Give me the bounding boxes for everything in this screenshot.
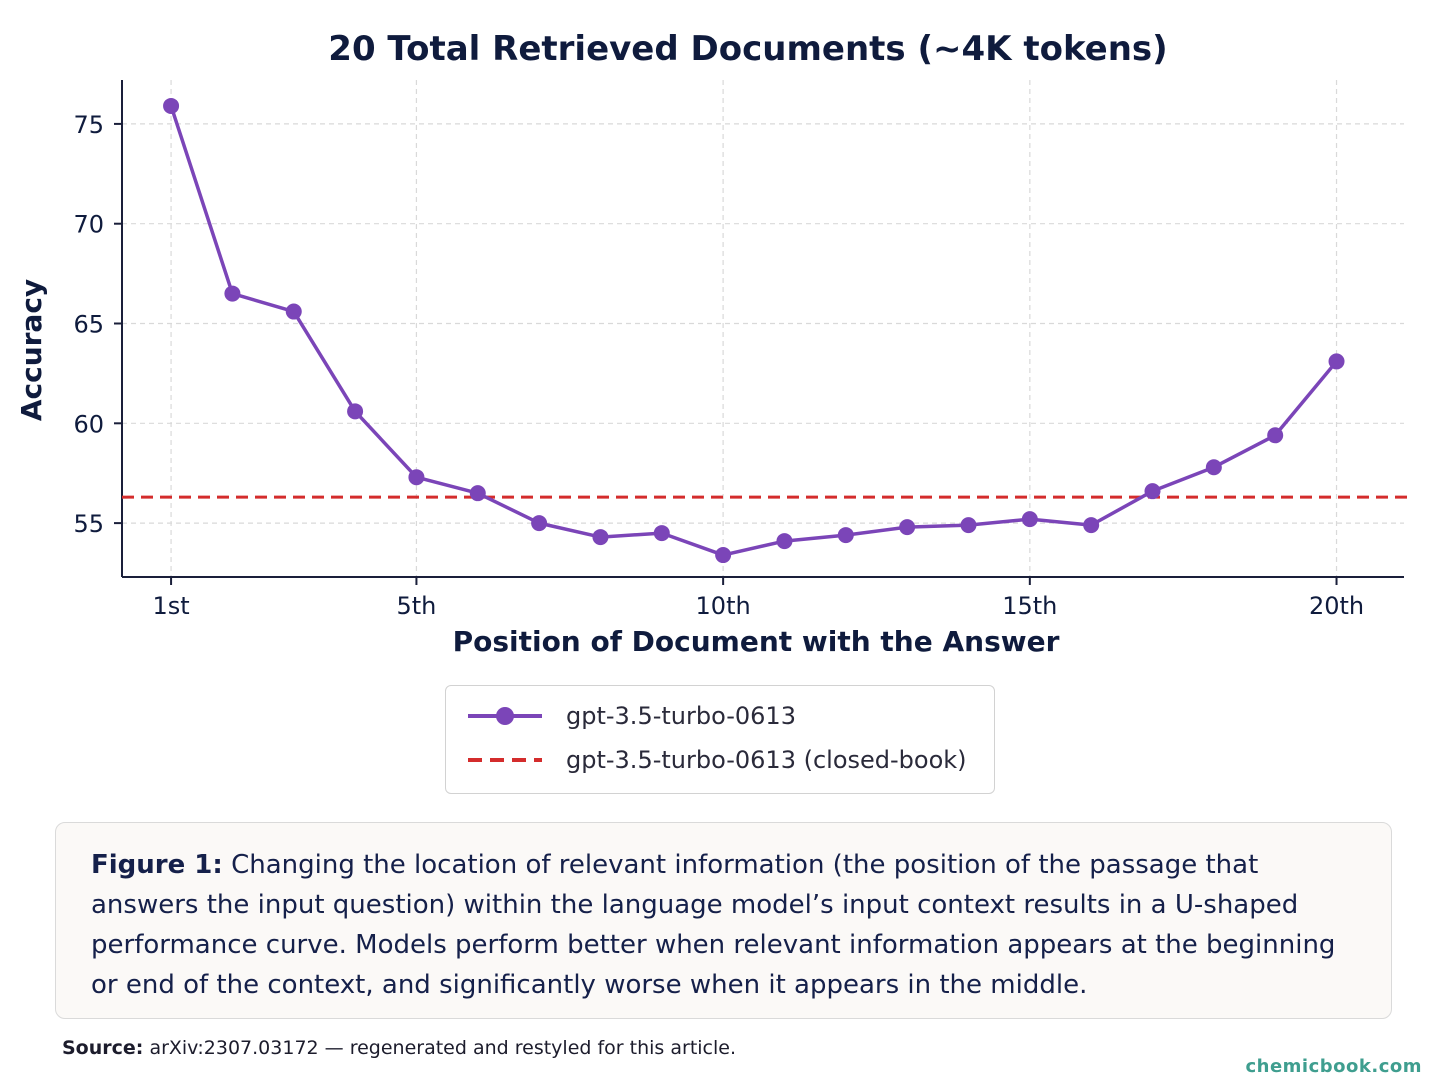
legend-item-main-series: gpt-3.5-turbo-0613 bbox=[446, 696, 796, 736]
line-marker-swatch-icon bbox=[468, 707, 542, 725]
data-point bbox=[837, 527, 854, 544]
data-point bbox=[1083, 517, 1100, 534]
source-line: Source: arXiv:2307.03172 — regenerated a… bbox=[62, 1037, 736, 1059]
legend-label-main: gpt-3.5-turbo-0613 bbox=[566, 702, 796, 730]
y-axis-label: Accuracy bbox=[15, 279, 48, 421]
y-tick-label: 60 bbox=[73, 410, 104, 438]
data-point bbox=[1205, 459, 1222, 476]
legend: gpt-3.5-turbo-0613 gpt-3.5-turbo-0613 (c… bbox=[445, 685, 995, 794]
data-point bbox=[653, 525, 670, 542]
chart-title: 20 Total Retrieved Documents (~4K tokens… bbox=[328, 29, 1167, 69]
x-tick-label: 20th bbox=[1309, 592, 1364, 620]
data-point bbox=[960, 517, 977, 534]
grid bbox=[122, 80, 1404, 577]
y-tick-label: 70 bbox=[73, 211, 104, 239]
data-point bbox=[1021, 511, 1038, 528]
data-point bbox=[899, 519, 916, 536]
data-point bbox=[776, 533, 793, 550]
data-point bbox=[408, 469, 425, 486]
series-line bbox=[169, 105, 1338, 557]
data-point bbox=[1144, 483, 1161, 500]
caption-text: Changing the location of relevant inform… bbox=[91, 850, 1336, 1000]
data-point bbox=[1328, 353, 1345, 370]
x-tick-label: 5th bbox=[396, 592, 436, 620]
x-tick-label: 1st bbox=[152, 592, 189, 620]
data-point bbox=[469, 485, 486, 502]
data-point bbox=[1267, 427, 1284, 444]
data-point bbox=[715, 547, 732, 564]
dashed-line-swatch-icon bbox=[468, 758, 542, 762]
y-tick-label: 55 bbox=[73, 510, 104, 538]
source-text: arXiv:2307.03172 — regenerated and resty… bbox=[149, 1037, 737, 1059]
y-tick-label: 65 bbox=[73, 311, 104, 339]
y-tick-label: 75 bbox=[73, 111, 104, 139]
axes: 55 60 65 70 75 1st 5th 10th 15th 20th bbox=[73, 80, 1404, 620]
site-credit: chemicbook.com bbox=[1245, 1056, 1422, 1077]
x-tick-label: 15th bbox=[1002, 592, 1057, 620]
data-point bbox=[592, 529, 609, 546]
x-tick-label: 10th bbox=[696, 592, 751, 620]
data-point bbox=[347, 403, 364, 420]
legend-label-closed-book: gpt-3.5-turbo-0613 (closed-book) bbox=[566, 746, 967, 774]
legend-item-closed-book: gpt-3.5-turbo-0613 (closed-book) bbox=[446, 740, 967, 780]
x-axis-label: Position of Document with the Answer bbox=[453, 625, 1060, 658]
data-point bbox=[163, 97, 180, 114]
data-point bbox=[531, 515, 548, 532]
data-point bbox=[224, 285, 241, 302]
source-lead: Source: bbox=[62, 1037, 144, 1059]
figure-caption: Figure 1: Changing the location of relev… bbox=[55, 822, 1392, 1019]
caption-lead: Figure 1: bbox=[91, 850, 223, 880]
data-point bbox=[285, 303, 302, 320]
series bbox=[122, 97, 1410, 564]
chart: 20 Total Retrieved Documents (~4K tokens… bbox=[15, 29, 1410, 658]
